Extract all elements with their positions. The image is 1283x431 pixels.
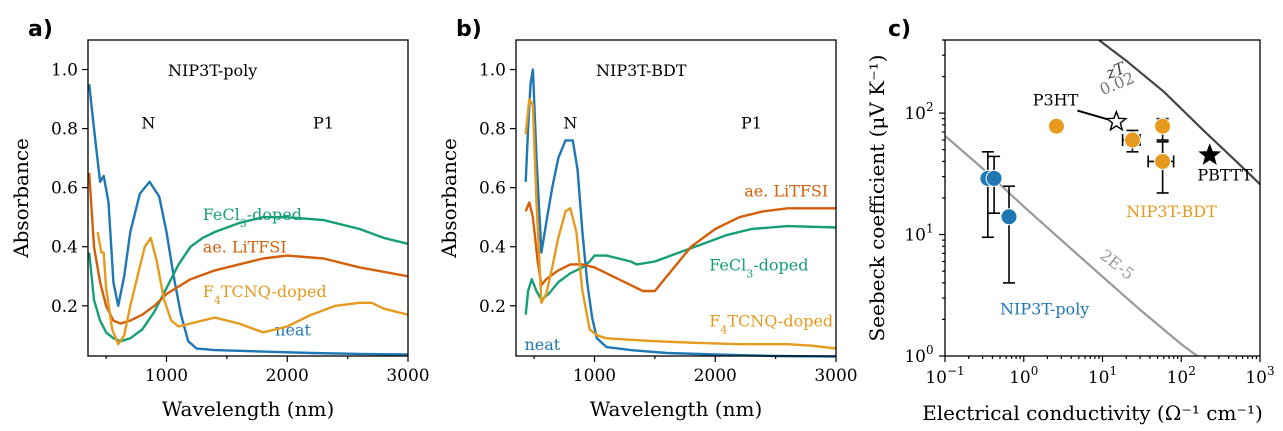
x-tick-label: 3000 — [814, 366, 857, 386]
y-tick-label: 1.0 — [479, 61, 506, 81]
data-point-nip3t-poly — [1000, 208, 1018, 226]
plot-frame — [515, 39, 837, 357]
x-axis-title: Wavelength (nm) — [590, 397, 763, 421]
y-tick-label: 101 — [904, 222, 933, 246]
x-tick-label: 2000 — [694, 366, 737, 386]
panel-label: b) — [456, 17, 482, 42]
x-tick-label: 102 — [1167, 364, 1196, 388]
series-line-neat — [524, 68, 837, 358]
x-axis-title: Electrical conductivity (Ω⁻¹ cm⁻¹) — [922, 401, 1263, 425]
data-point-nip3t-bdt — [1123, 131, 1141, 149]
y-axis-title: Absorbance — [9, 138, 33, 259]
x-tick-label: 100 — [1009, 364, 1038, 388]
panel-title: NIP3T-poly — [168, 61, 257, 80]
series-label: ae. LiTFSI — [203, 238, 287, 257]
y-axis-title: Absorbance — [437, 138, 461, 259]
panel-label: c) — [888, 17, 911, 42]
x-tick-label: 2000 — [266, 366, 309, 386]
plot-frame — [87, 39, 409, 357]
panel-label: a) — [28, 17, 53, 42]
y-tick-label: 0.6 — [479, 179, 506, 199]
series-line-f4tcnq-doped — [524, 97, 837, 350]
x-tick-label: 101 — [1088, 364, 1117, 388]
series-line-f4tcnq-doped — [96, 231, 409, 346]
y-tick-label: 1.0 — [51, 61, 78, 81]
series-line-fecl3-doped — [88, 216, 409, 343]
reference-label: P3HT — [1033, 91, 1079, 110]
x-axis-title: Wavelength (nm) — [162, 397, 335, 421]
series-line-ae-litfsi — [88, 172, 409, 325]
panel-title: NIP3T-BDT — [596, 61, 687, 80]
series-label: neat — [524, 335, 560, 354]
data-point-nip3t-bdt — [1154, 117, 1172, 135]
reference-star-p3ht — [1105, 109, 1128, 132]
reference-label: PBTTT — [1197, 165, 1252, 184]
series-label: F4TCNQ-doped — [709, 311, 833, 336]
data-point-nip3t-poly — [985, 169, 1003, 187]
y-tick-label: 102 — [904, 100, 933, 124]
x-tick-label: 10−1 — [925, 364, 964, 388]
reference-star-pbttt — [1198, 143, 1222, 165]
y-tick-label: 0.8 — [51, 120, 78, 140]
y-axis-title: Seebeck coefficient (μV K⁻¹) — [865, 54, 889, 341]
p3ht-pointer — [1077, 109, 1112, 122]
x-tick-label: 1000 — [145, 366, 188, 386]
band-label: N — [141, 114, 155, 133]
data-point-nip3t-bdt — [1154, 152, 1172, 170]
zt-value-label: 0.02 — [1097, 68, 1137, 99]
data-point-nip3t-bdt — [1047, 117, 1065, 135]
y-tick-label: 0.2 — [51, 297, 78, 317]
y-tick-label: 100 — [904, 343, 933, 367]
series-label: F4TCNQ-doped — [203, 282, 327, 307]
series-label: NIP3T-poly — [1000, 299, 1089, 318]
y-tick-label: 0.6 — [51, 179, 78, 199]
series-label: FeCl3-doped — [709, 255, 808, 280]
x-tick-label: 1000 — [573, 366, 616, 386]
series-label: NIP3T-BDT — [1126, 202, 1217, 221]
band-label: N — [563, 114, 577, 133]
y-tick-label: 0.4 — [479, 238, 506, 258]
y-tick-label: 0.2 — [479, 297, 506, 317]
y-tick-label: 0.8 — [479, 120, 506, 140]
series-label: FeCl3-doped — [203, 205, 302, 230]
series-line-neat — [88, 84, 409, 356]
series-line-fecl3-doped — [524, 224, 837, 315]
zt-curve — [1098, 40, 1260, 185]
band-label: P1 — [741, 114, 762, 133]
series-label: ae. LiTFSI — [744, 182, 828, 201]
x-tick-label: 103 — [1245, 364, 1274, 388]
series-label: neat — [275, 320, 311, 339]
y-tick-label: 0.4 — [51, 238, 78, 258]
x-tick-label: 3000 — [386, 366, 429, 386]
band-label: P1 — [313, 114, 334, 133]
